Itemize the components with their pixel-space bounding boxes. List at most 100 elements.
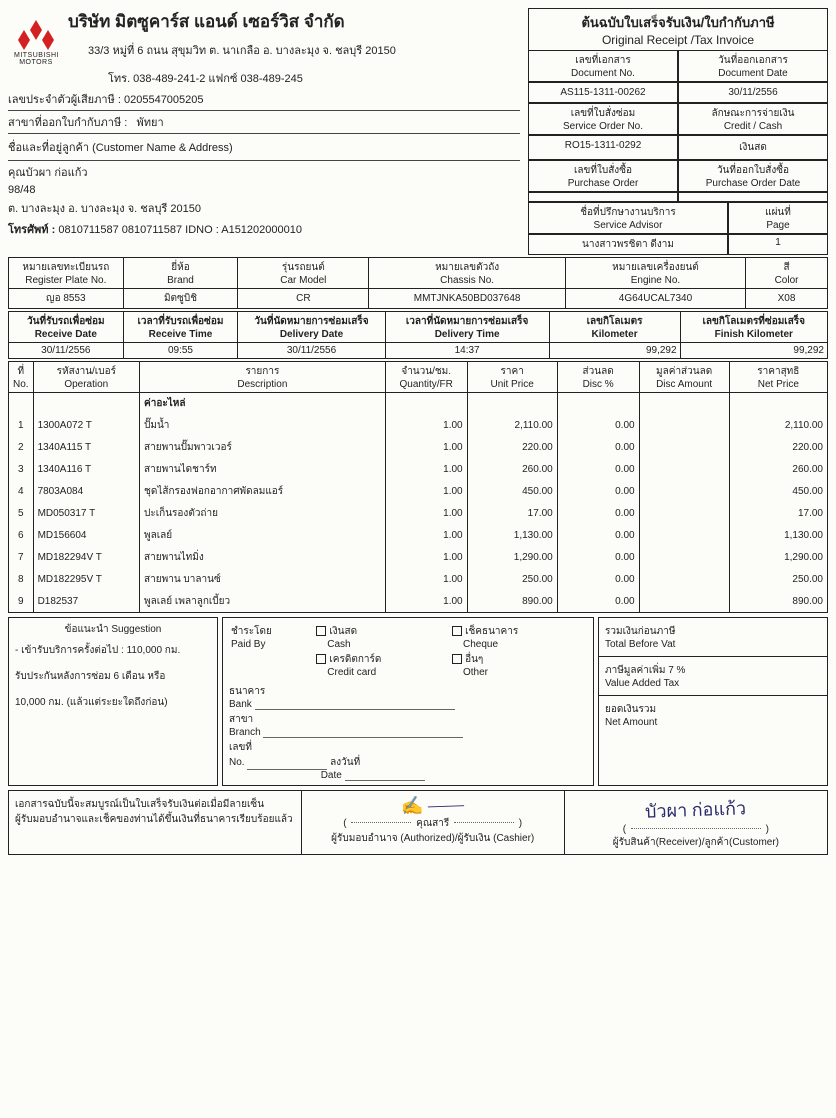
pno-en: No. <box>229 757 245 768</box>
vehicle-table: หมายเลขทะเบียนรถRegister Plate No. ยี่ห้… <box>8 257 828 309</box>
plate-th: หมายเลขทะเบียนรถ <box>22 262 109 273</box>
company-address: 33/3 หมู่ที่ 6 ถนน สุขุมวิท ต. นาเกลือ อ… <box>88 41 520 59</box>
damt-en: Disc Amount <box>656 379 712 390</box>
item-desc: สายพานปั๊มพาวเวอร์ <box>140 437 386 459</box>
item-damt <box>639 481 729 503</box>
other-th: อื่นๆ <box>465 654 483 665</box>
item-no: 5 <box>9 503 34 525</box>
brand-en: Brand <box>167 275 194 286</box>
brand-th: ยี่ห้อ <box>171 262 189 273</box>
item-net: 2,110.00 <box>729 415 827 437</box>
engine-th: หมายเลขเครื่องยนต์ <box>612 262 699 273</box>
cash-checkbox[interactable] <box>316 626 326 636</box>
receive-table: วันที่รับรถเพื่อซ่อมReceive Date เวลาที่… <box>8 311 828 359</box>
qty-en: Quantity/FR <box>400 379 453 390</box>
logo-text: MITSUBISHI MOTORS <box>14 52 58 66</box>
doc-date: 30/11/2556 <box>678 82 828 103</box>
other-checkbox[interactable] <box>452 654 462 664</box>
item-qty: 1.00 <box>385 569 467 591</box>
pbranch-en: Branch <box>229 727 261 738</box>
item-net: 1,290.00 <box>729 547 827 569</box>
so-label-th: เลขที่ใบสั่งซ่อม <box>571 108 636 119</box>
cheque-checkbox[interactable] <box>452 626 462 636</box>
net-en: Net Price <box>758 379 799 390</box>
item-price: 250.00 <box>467 569 557 591</box>
item-qty: 1.00 <box>385 525 467 547</box>
cust-role: ผู้รับสินค้า(Receiver)/ลูกค้า(Customer) <box>569 835 823 850</box>
cheque-th: เช็คธนาคาร <box>465 626 518 637</box>
docdate-label-th: วันที่ออกเอกสาร <box>718 55 788 66</box>
item-price: 260.00 <box>467 459 557 481</box>
item-disc: 0.00 <box>557 591 639 613</box>
engine: 4G64UCAL7340 <box>565 289 745 309</box>
item-op: 1340A115 T <box>33 437 139 459</box>
dtime-th: เวลาที่นัดหมายการซ่อมเสร็จ <box>406 316 529 327</box>
pdate-en: Date <box>321 770 342 781</box>
qty-th: จำนวน/ชม. <box>401 366 451 377</box>
cash-en: Cash <box>327 639 350 650</box>
bank-th: ธนาคาร <box>229 686 265 697</box>
rdate: 30/11/2556 <box>9 343 124 359</box>
item-no: 1 <box>9 415 34 437</box>
color-en: Color <box>775 275 799 286</box>
engine-en: Engine No. <box>631 275 680 286</box>
item-net: 17.00 <box>729 503 827 525</box>
dtime: 14:37 <box>385 343 549 359</box>
item-qty: 1.00 <box>385 437 467 459</box>
item-desc: ชุดไส้กรองฟอกอากาศพัดลมแอร์ <box>140 481 386 503</box>
model: CR <box>238 289 369 309</box>
item-disc: 0.00 <box>557 569 639 591</box>
item-no: 4 <box>9 481 34 503</box>
item-damt <box>639 503 729 525</box>
tax-label: เลขประจำตัวผู้เสียภาษี : <box>8 94 121 106</box>
item-no: 6 <box>9 525 34 547</box>
auth-role: ผู้รับมอบอำนาจ (Authorized)/ผู้รับเงิน (… <box>306 831 560 846</box>
item-desc: พูลเลย์ เพลาลูกเบี้ยว <box>140 591 386 613</box>
dtime-en: Delivery Time <box>435 329 500 340</box>
desc-th: รายการ <box>245 366 279 377</box>
tnet-th: ยอดเงินรวม <box>605 704 656 715</box>
tax-no: 0205547005205 <box>124 94 204 106</box>
rtime: 09:55 <box>123 343 238 359</box>
paidby-th: ชำระโดย <box>231 626 272 637</box>
other-en: Other <box>463 667 488 678</box>
item-disc: 0.00 <box>557 525 639 547</box>
ddate-th: วันที่นัดหมายการซ่อมเสร็จ <box>254 316 368 327</box>
so-label-en: Service Order No. <box>563 121 643 132</box>
item-op: MD050317 T <box>33 503 139 525</box>
item-damt <box>639 547 729 569</box>
item-disc: 0.00 <box>557 415 639 437</box>
credit-checkbox[interactable] <box>316 654 326 664</box>
credit-en: Credit card <box>327 667 376 678</box>
fkm: 99,292 <box>680 343 827 359</box>
signature-row: เอกสารฉบับนี้จะสมบูรณ์เป็นใบเสร็จรับเงิน… <box>8 790 828 855</box>
fkm-en: Finish Kilometer <box>715 329 793 340</box>
chassis-th: หมายเลขตัวถัง <box>435 262 499 273</box>
rdate-th: วันที่รับรถเพื่อซ่อม <box>27 316 105 327</box>
customer-line2: 98/48 <box>8 184 520 196</box>
suggest-title: ข้อแนะนำ Suggestion <box>15 622 211 637</box>
item-disc: 0.00 <box>557 503 639 525</box>
op-th: รหัสงาน/เบอร์ <box>57 366 116 377</box>
item-damt <box>639 569 729 591</box>
customer-name: คุณบัวผา ก่อแก้ว <box>8 163 520 181</box>
tnet-en: Net Amount <box>605 717 657 728</box>
price-en: Unit Price <box>490 379 533 390</box>
item-qty: 1.00 <box>385 547 467 569</box>
auth-name: คุณสารี <box>416 818 449 829</box>
item-qty: 1.00 <box>385 415 467 437</box>
model-th: รุ่นรถยนต์ <box>282 262 325 273</box>
item-op: 1300A072 T <box>33 415 139 437</box>
auth-signature: ✍ —— <box>401 794 465 817</box>
item-no: 8 <box>9 569 34 591</box>
vat-th: ภาษีมูลค่าเพิ่ม 7 % <box>605 665 685 676</box>
totals-box: รวมเงินก่อนภาษีTotal Before Vat ภาษีมูลค… <box>598 617 828 786</box>
customer-title: ชื่อและที่อยู่ลูกค้า (Customer Name & Ad… <box>8 138 520 156</box>
item-desc: ปั๊มน้ำ <box>140 415 386 437</box>
company-name: บริษัท มิตซูคาร์ส แอนด์ เซอร์วิส จำกัด <box>68 8 520 35</box>
item-net: 1,130.00 <box>729 525 827 547</box>
item-price: 220.00 <box>467 437 557 459</box>
no-en: No. <box>13 379 29 390</box>
so-no: RO15-1311-0292 <box>528 135 678 160</box>
plate: ญอ 8553 <box>9 289 124 309</box>
